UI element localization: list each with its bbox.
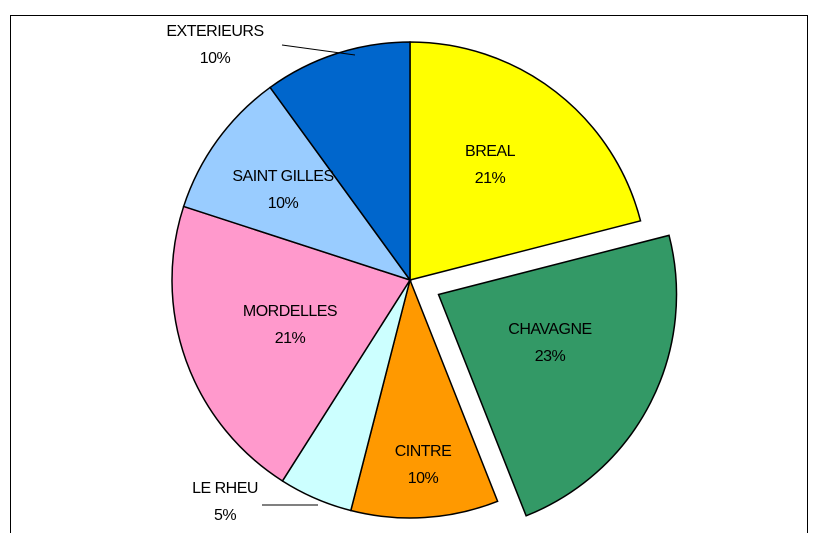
pie-slice	[437, 234, 678, 517]
slice-value-label: 10%	[408, 470, 439, 487]
slice-value-label: 23%	[535, 348, 566, 365]
pie-slice	[269, 41, 411, 283]
leader-line	[281, 44, 356, 56]
slice-value-label: 21%	[475, 170, 506, 187]
slice-value-label: 21%	[275, 330, 306, 347]
pie-slice	[409, 41, 642, 281]
slice-label: EXTERIEURS	[166, 23, 263, 40]
slice-value-label: 10%	[200, 50, 231, 67]
slice-value-label: 10%	[268, 195, 299, 212]
pie-slice	[349, 277, 499, 519]
slice-label: SAINT GILLES	[232, 168, 333, 185]
slice-value-label: 5%	[214, 507, 236, 524]
pie-slice	[182, 86, 412, 282]
pie-slice	[171, 205, 412, 482]
slice-label: LE RHEU	[192, 480, 258, 497]
slice-label: MORDELLES	[243, 303, 337, 320]
slice-label: BREAL	[465, 143, 516, 160]
slice-label: CHAVAGNE	[508, 321, 591, 338]
slice-label: CINTRE	[395, 443, 452, 460]
